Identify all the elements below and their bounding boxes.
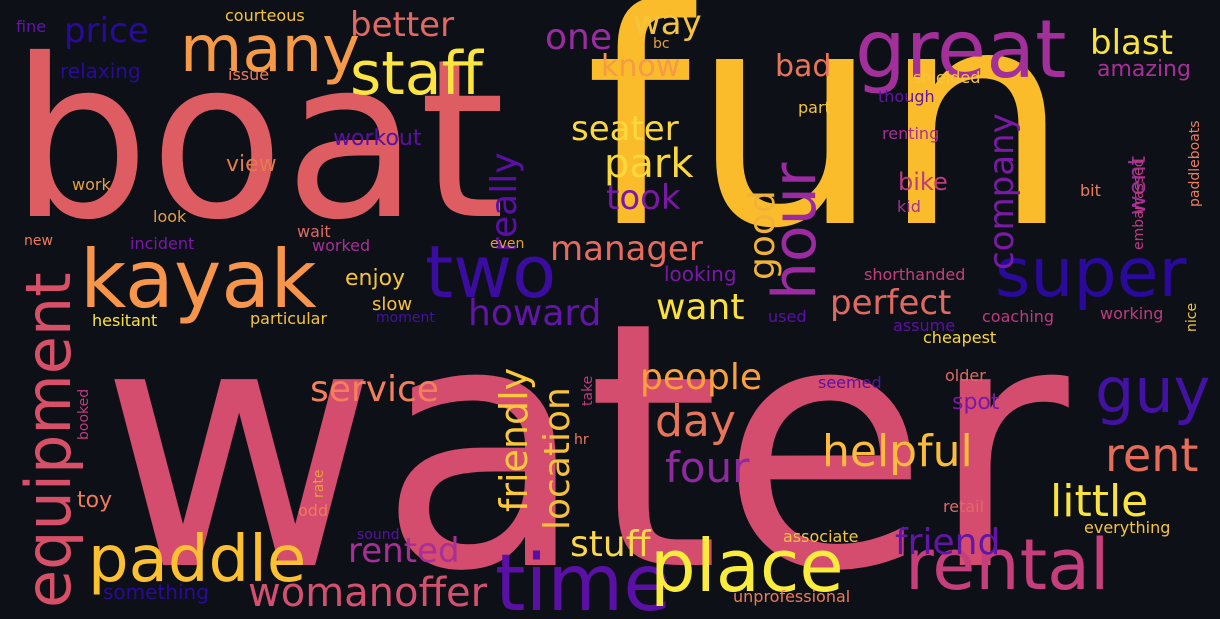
word-seater: seater xyxy=(571,109,679,149)
word-bit: bit xyxy=(1080,181,1101,200)
word-paddle: paddle xyxy=(88,523,307,597)
word-coaching: coaching xyxy=(982,307,1055,326)
word-relaxing: relaxing xyxy=(60,59,141,83)
word-renting: renting xyxy=(882,124,940,143)
word-looking: looking xyxy=(664,262,737,286)
word-equipment: equipment xyxy=(12,272,85,608)
word-helpful: helpful xyxy=(822,426,973,477)
word-issue: issue xyxy=(228,65,270,84)
word-bad: bad xyxy=(775,49,832,84)
word-toy: toy xyxy=(77,488,113,513)
word-kayak: kayak xyxy=(80,233,317,326)
word-look: look xyxy=(153,207,187,226)
word-four: four xyxy=(665,443,750,492)
word-associate: associate xyxy=(783,527,859,546)
word-two: two xyxy=(425,230,557,314)
word-enjoy: enjoy xyxy=(345,266,406,291)
word-incident: incident xyxy=(130,234,195,253)
word-people: people xyxy=(640,357,763,398)
word-rate: rate xyxy=(311,469,327,498)
word-particular: particular xyxy=(250,309,328,328)
word-work: work xyxy=(72,175,111,194)
word-worked: worked xyxy=(312,236,371,255)
word-company: company xyxy=(982,113,1022,270)
word-kid: kid xyxy=(897,197,921,216)
word-everything: everything xyxy=(1084,518,1171,537)
word-working: working xyxy=(1100,304,1164,323)
word-hesitant: hesitant xyxy=(92,311,158,330)
word-friendly: friendly xyxy=(492,367,536,512)
word-sound: sound xyxy=(357,527,400,543)
word-park: park xyxy=(604,141,694,187)
word-good: good xyxy=(742,190,783,280)
word-stuff: stuff xyxy=(570,524,651,565)
word-hr: hr xyxy=(574,432,589,448)
word-great: great xyxy=(855,3,1067,96)
word-rent: rent xyxy=(1105,428,1199,482)
word-assume: assume xyxy=(893,316,956,335)
word-boat: boat xyxy=(10,12,506,268)
word-wait: wait xyxy=(297,222,331,241)
word-want: want xyxy=(656,287,745,328)
word-little: little xyxy=(1050,476,1149,527)
word-place: place xyxy=(650,524,844,608)
word-better: better xyxy=(350,5,455,45)
word-slow: slow xyxy=(372,294,413,315)
word-friend: friend xyxy=(895,522,1001,563)
word-howard: howard xyxy=(468,293,602,334)
word-rental: rental xyxy=(905,524,1110,606)
word-used: used xyxy=(768,307,807,326)
word-service: service xyxy=(310,369,439,410)
word-unprofessional: unprofessional xyxy=(733,587,851,606)
word-location: location xyxy=(537,387,578,530)
word-view: view xyxy=(226,152,277,177)
word-time: time xyxy=(495,539,672,619)
word-bc: bc xyxy=(653,36,670,52)
word-odd: odd xyxy=(298,501,329,520)
word-fun: fun xyxy=(585,0,1071,294)
word-paddleboats: paddleboats xyxy=(1187,120,1203,207)
word-day: day xyxy=(655,396,736,447)
word-water: water xyxy=(100,250,1069,619)
word-know: know xyxy=(601,49,681,84)
word-many: many xyxy=(180,13,360,87)
word-rented: rented xyxy=(348,531,460,571)
word-bike: bike xyxy=(898,168,948,196)
word-spot: spot xyxy=(952,390,1000,415)
word-moment: moment xyxy=(376,310,435,326)
word-retail: retail xyxy=(943,497,985,516)
word-even: even xyxy=(490,236,525,252)
word-workout: workout xyxy=(333,126,422,151)
word-shielded: shielded xyxy=(913,68,981,87)
word-take: take xyxy=(580,375,596,406)
word-embarrassed: embarrassed xyxy=(1131,158,1147,250)
word-staff: staff xyxy=(350,39,483,109)
word-courteous: courteous xyxy=(225,6,305,25)
word-guy: guy xyxy=(1095,354,1211,427)
word-womanoffer: womanoffer xyxy=(248,570,488,616)
word-super: super xyxy=(995,234,1187,313)
word-fine: fine xyxy=(16,17,47,36)
word-nice: nice xyxy=(1184,302,1200,332)
word-blast: blast xyxy=(1090,23,1173,63)
word-booked: booked xyxy=(76,388,92,440)
word-seemed: seemed xyxy=(818,373,882,392)
word-one: one xyxy=(545,17,612,58)
word-manager: manager xyxy=(550,229,703,269)
word-way: way xyxy=(633,3,702,43)
word-part: part xyxy=(798,98,831,117)
word-though: though xyxy=(878,87,935,106)
word-shorthanded: shorthanded xyxy=(864,265,966,284)
word-took: took xyxy=(606,178,681,218)
word-price: price xyxy=(64,11,149,51)
word-perfect: perfect xyxy=(830,283,952,323)
word-new: new xyxy=(24,233,53,249)
word-cheapest: cheapest xyxy=(923,328,997,347)
word-something: something xyxy=(103,580,209,604)
word-older: older xyxy=(945,366,986,385)
word-amazing: amazing xyxy=(1097,57,1191,82)
